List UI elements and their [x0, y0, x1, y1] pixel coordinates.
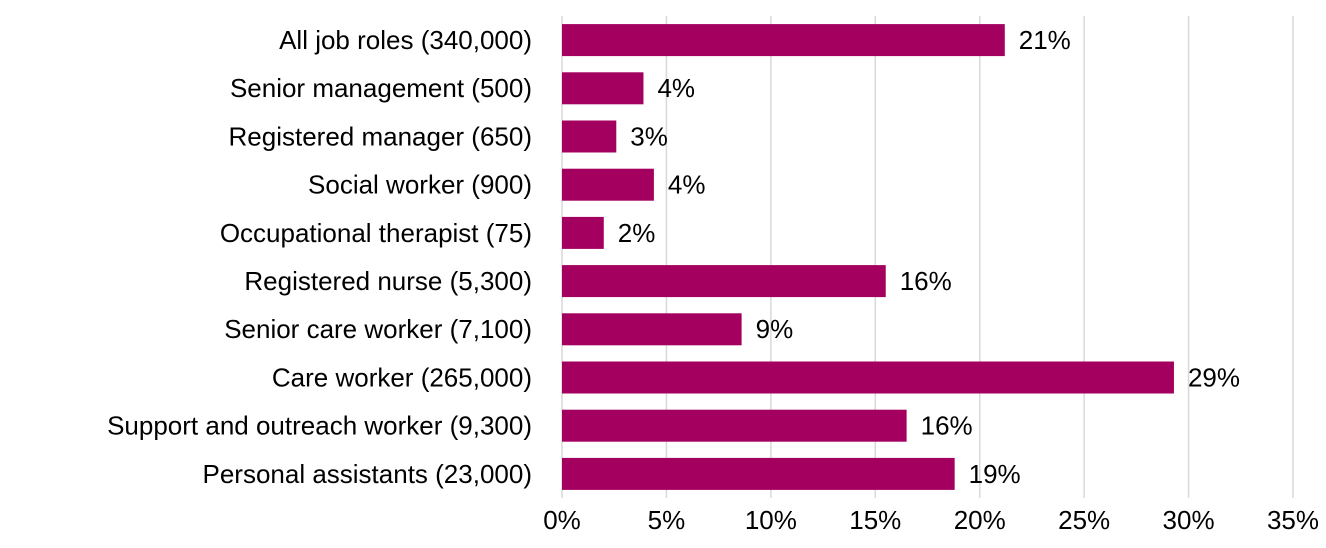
bar [562, 265, 886, 298]
bar [562, 168, 654, 201]
x-tick-label: 30% [1163, 505, 1215, 535]
x-tick-label: 10% [745, 505, 797, 535]
y-tick-label: Care worker (265,000) [272, 362, 532, 392]
x-tick-label: 35% [1267, 505, 1319, 535]
data-label: 9% [756, 314, 794, 344]
data-label: 4% [668, 170, 706, 200]
y-tick-label: All job roles (340,000) [279, 25, 532, 55]
y-tick-label: Social worker (900) [308, 170, 532, 200]
bar [562, 216, 604, 249]
bar [562, 313, 742, 346]
data-label: 2% [618, 218, 656, 248]
data-label: 19% [969, 459, 1021, 489]
y-tick-label: Registered manager (650) [229, 121, 533, 151]
data-label: 29% [1188, 362, 1240, 392]
bar [562, 457, 955, 490]
data-label: 16% [900, 266, 952, 296]
bar [562, 409, 907, 442]
data-label: 16% [921, 411, 973, 441]
bar [562, 72, 644, 105]
x-tick-label: 0% [543, 505, 581, 535]
y-tick-label: Senior care worker (7,100) [224, 314, 532, 344]
data-label: 3% [630, 121, 668, 151]
y-tick-label: Personal assistants (23,000) [202, 459, 532, 489]
x-tick-label: 5% [648, 505, 686, 535]
x-tick-label: 15% [849, 505, 901, 535]
bar [562, 24, 1005, 57]
x-tick-label: 20% [954, 505, 1006, 535]
bar [562, 120, 617, 153]
y-tick-label: Senior management (500) [230, 73, 532, 103]
y-tick-label: Occupational therapist (75) [220, 218, 532, 248]
data-label: 21% [1019, 25, 1071, 55]
data-label: 4% [657, 73, 695, 103]
x-tick-label: 25% [1058, 505, 1110, 535]
y-tick-label: Registered nurse (5,300) [244, 266, 532, 296]
y-tick-label: Support and outreach worker (9,300) [107, 411, 532, 441]
bar [562, 361, 1174, 394]
